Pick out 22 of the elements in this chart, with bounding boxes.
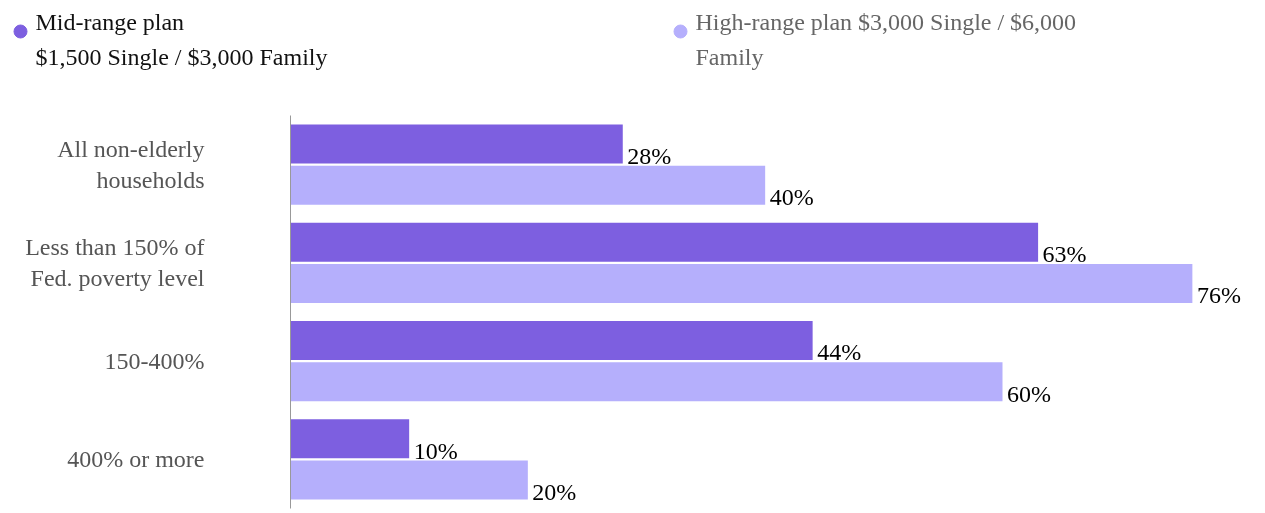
bar — [290, 460, 528, 500]
legend-label: Mid-range plan $1,500 Single / $3,000 Family — [35, 8, 328, 70]
data-label: 44% — [817, 339, 862, 366]
legend-label: High-range plan $3,000 Single / $6,000 Family — [695, 8, 1077, 70]
data-label: 10% — [413, 437, 458, 464]
bar — [290, 419, 410, 459]
data-label: 60% — [1007, 380, 1052, 407]
y-tick-label: 400% or more — [67, 446, 205, 473]
bar — [290, 362, 1003, 402]
y-tick-label: All non-elderly households — [57, 136, 205, 194]
data-label: 20% — [532, 478, 577, 505]
bar — [290, 165, 766, 205]
data-label: 76% — [1196, 282, 1241, 309]
data-label: 63% — [1042, 241, 1087, 268]
bar — [290, 222, 1039, 262]
data-label: 28% — [627, 142, 672, 169]
y-tick-label: Less than 150% of Fed. poverty level — [25, 234, 205, 292]
data-label: 40% — [769, 184, 814, 211]
bar — [290, 263, 1193, 304]
y-tick-label: 150-400% — [104, 348, 205, 375]
bar — [290, 320, 813, 361]
bar — [290, 124, 623, 164]
